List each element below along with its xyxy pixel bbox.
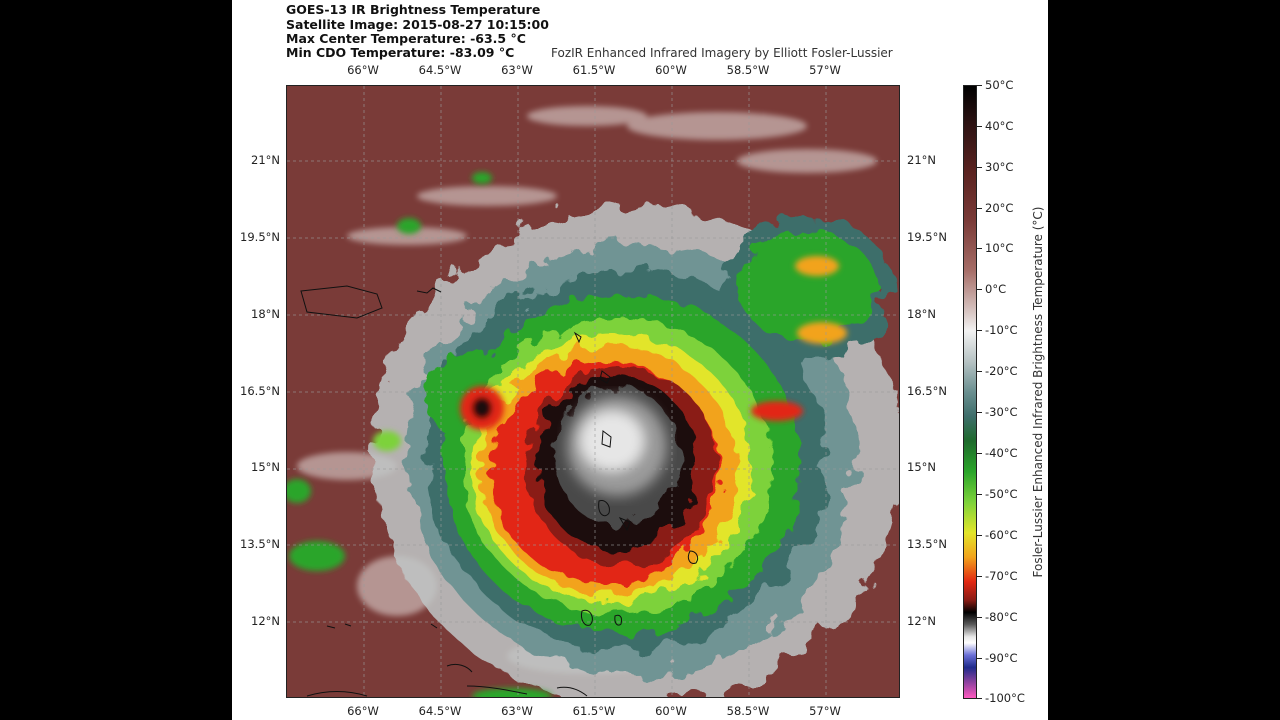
- lat-label-right: 15°N: [907, 460, 936, 474]
- lon-label-bottom: 60°W: [655, 704, 687, 718]
- lon-label-top: 63°W: [501, 63, 533, 77]
- colorbar-tick: -20°C: [977, 364, 1018, 378]
- satellite-map: [286, 85, 900, 698]
- colorbar-tick: -70°C: [977, 569, 1018, 583]
- lat-label-right: 18°N: [907, 307, 936, 321]
- lat-label-right: 13.5°N: [907, 537, 947, 551]
- lat-label-left: 12°N: [251, 614, 280, 628]
- lat-label-right: 16.5°N: [907, 384, 947, 398]
- lon-label-bottom: 57°W: [809, 704, 841, 718]
- lat-label-left: 16.5°N: [240, 384, 280, 398]
- title-satellite: GOES-13 IR Brightness Temperature: [286, 2, 541, 17]
- credit-text: FozIR Enhanced Infrared Imagery by Ellio…: [551, 46, 893, 60]
- colorbar-tick: -30°C: [977, 405, 1018, 419]
- colorbar-tick: 30°C: [976, 160, 1014, 174]
- colorbar-tick: 10°C: [976, 241, 1014, 255]
- colorbar-tick: 20°C: [976, 201, 1014, 215]
- colorbar-tick: 0°C: [976, 282, 1007, 296]
- colorbar-tick: -100°C: [977, 691, 1025, 705]
- title-min-cdo-temp: Min CDO Temperature: -83.09 °C: [286, 45, 515, 60]
- colorbar-tick: -40°C: [977, 446, 1018, 460]
- colorbar-tick: -10°C: [977, 323, 1018, 337]
- title-max-center-temp: Max Center Temperature: -63.5 °C: [286, 31, 526, 46]
- colorbar-tick: 50°C: [976, 78, 1014, 92]
- lat-label-right: 21°N: [907, 153, 936, 167]
- colorbar-label: Fosler-Lussier Enhanced Infrared Brightn…: [1031, 206, 1045, 578]
- lat-label-left: 13.5°N: [240, 537, 280, 551]
- colorbar-tick: 40°C: [976, 119, 1014, 133]
- colorbar-tick: -60°C: [977, 528, 1018, 542]
- lon-label-bottom: 64.5°W: [418, 704, 462, 718]
- lon-label-top: 58.5°W: [726, 63, 770, 77]
- lat-label-right: 12°N: [907, 614, 936, 628]
- lat-label-left: 18°N: [251, 307, 280, 321]
- ir-imagery: [287, 86, 899, 697]
- lon-label-top: 64.5°W: [418, 63, 462, 77]
- lat-label-left: 21°N: [251, 153, 280, 167]
- lon-label-bottom: 61.5°W: [572, 704, 616, 718]
- lon-label-top: 66°W: [347, 63, 379, 77]
- lat-label-left: 19.5°N: [240, 230, 280, 244]
- colorbar-tick: -80°C: [977, 610, 1018, 624]
- lat-label-left: 15°N: [251, 460, 280, 474]
- lon-label-top: 60°W: [655, 63, 687, 77]
- colorbar-tick: -90°C: [977, 651, 1018, 665]
- lon-label-bottom: 66°W: [347, 704, 379, 718]
- lon-label-top: 61.5°W: [572, 63, 616, 77]
- temperature-colorbar: [963, 85, 977, 699]
- colorbar-tick: -50°C: [977, 487, 1018, 501]
- lon-label-bottom: 58.5°W: [726, 704, 770, 718]
- lon-label-bottom: 63°W: [501, 704, 533, 718]
- title-timestamp: Satellite Image: 2015-08-27 10:15:00: [286, 17, 549, 32]
- lat-label-right: 19.5°N: [907, 230, 947, 244]
- lon-label-top: 57°W: [809, 63, 841, 77]
